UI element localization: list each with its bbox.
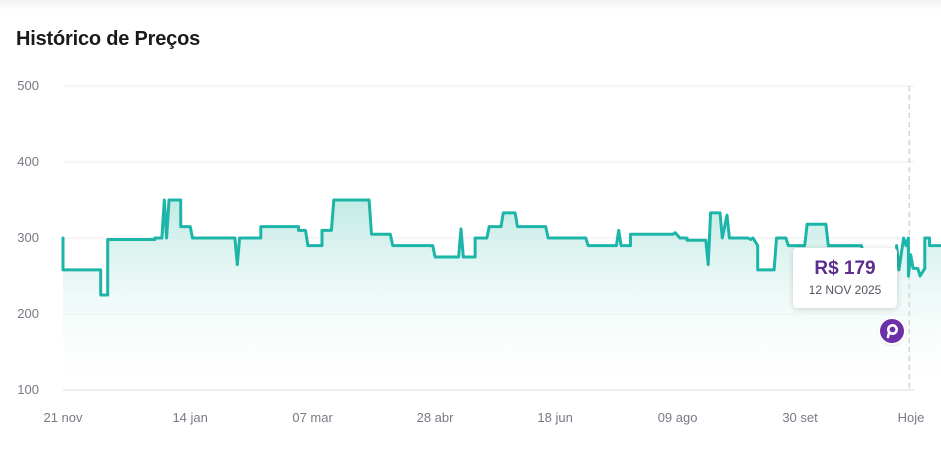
top-divider: [0, 0, 941, 10]
x-axis-ticks: 21 nov 14 jan 07 mar 28 abr 18 jun 09 ago 30 s…: [43, 410, 924, 425]
price-line[interactable]: [61, 198, 941, 330]
y-tick-label: 200: [17, 306, 39, 321]
y-tick-label: 300: [17, 230, 39, 245]
x-tick-label: 14 jan: [172, 410, 207, 425]
x-tick-label: 07 mar: [292, 410, 333, 425]
buscape-logo-icon[interactable]: [880, 319, 904, 343]
price-area: [63, 200, 941, 390]
y-tick-label: 100: [17, 382, 39, 397]
tooltip-date: 12 NOV 2025: [808, 283, 882, 297]
y-axis-ticks: 100 200 300 400 500: [17, 78, 39, 397]
x-tick-label: 28 abr: [417, 410, 455, 425]
x-tick-label: Hoje: [898, 410, 925, 425]
x-tick-label: 09 ago: [658, 410, 698, 425]
tooltip-price: R$ 179: [814, 258, 876, 279]
x-tick-label: 18 jun: [537, 410, 572, 425]
x-tick-label: 30 set: [782, 410, 818, 425]
page-title: Histórico de Preços: [16, 28, 201, 50]
y-tick-label: 500: [17, 78, 39, 93]
y-tick-label: 400: [17, 154, 39, 169]
price-tooltip: R$ 179 12 NOV 2025: [793, 248, 897, 308]
x-tick-label: 21 nov: [43, 410, 83, 425]
